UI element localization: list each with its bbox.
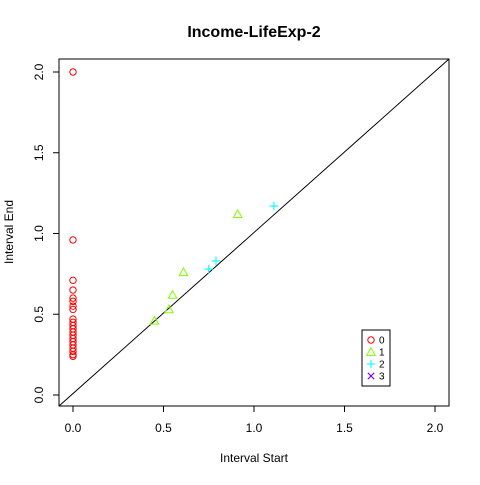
x-tick-label: 0.0 <box>65 421 82 435</box>
data-point <box>69 305 77 314</box>
legend-marker <box>367 372 375 380</box>
data-point <box>69 347 77 356</box>
data-point <box>211 256 221 266</box>
data-point <box>178 267 189 277</box>
y-tick-label: 2.0 <box>32 63 46 80</box>
data-point <box>69 236 77 244</box>
data-point <box>69 352 77 360</box>
x-tick-label: 2.0 <box>427 421 444 435</box>
x-axis: 0.0 0.5 1.0 1.5 2.0 <box>65 405 444 435</box>
data-point <box>69 302 77 310</box>
legend-box <box>361 329 391 387</box>
data-point <box>69 294 77 302</box>
y-axis: 0.0 0.5 1.0 1.5 2.0 <box>32 63 60 403</box>
y-tick-label: 1.0 <box>32 225 46 242</box>
legend-label: 3 <box>379 372 385 383</box>
y-tick-label: 0.5 <box>32 306 46 323</box>
x-axis-label: Interval Start <box>220 451 289 465</box>
data-point <box>269 201 279 211</box>
data-point <box>204 264 214 274</box>
data-point <box>232 208 243 218</box>
x-tick-label: 1.5 <box>336 421 353 435</box>
chart-title: Income-LifeExp-2 <box>187 24 320 41</box>
legend-label: 0 <box>379 336 385 347</box>
x-tick-label: 0.5 <box>155 421 172 435</box>
x-tick-label: 1.0 <box>246 421 263 435</box>
data-point <box>69 297 77 306</box>
data-point <box>69 286 77 294</box>
y-tick-label: 1.5 <box>32 144 46 161</box>
data-point <box>69 68 77 76</box>
diagonal-reference-line <box>58 58 450 407</box>
legend-label: 1 <box>379 348 385 359</box>
data-points <box>69 68 279 360</box>
legend-marker <box>365 346 377 356</box>
legend-marker <box>367 336 375 344</box>
data-point <box>167 289 178 299</box>
data-point <box>163 304 174 314</box>
data-point <box>69 276 77 285</box>
legend-label: 2 <box>379 360 385 371</box>
y-axis-label: Interval End <box>2 200 16 264</box>
legend-marker <box>366 359 376 369</box>
data-point <box>149 315 160 325</box>
y-tick-label: 0.0 <box>32 386 46 403</box>
